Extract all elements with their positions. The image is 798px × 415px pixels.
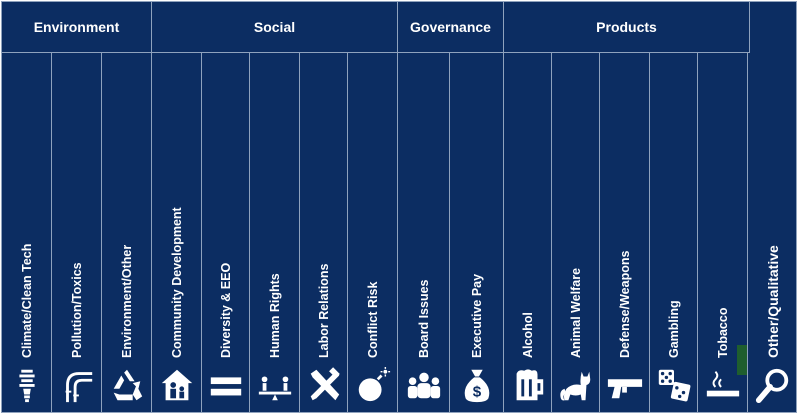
group-products: Products bbox=[504, 2, 750, 53]
column-defense: Defense/Weapons bbox=[600, 53, 650, 412]
column-exec-pay: Executive Pay $ bbox=[450, 53, 504, 412]
column-labor: Labor Relations bbox=[300, 53, 348, 412]
column-gambling: Gambling bbox=[650, 53, 698, 412]
column-label-defense: Defense/Weapons bbox=[617, 250, 632, 358]
column-community: Community Development bbox=[152, 53, 202, 412]
dice-icon bbox=[655, 365, 693, 405]
column-env-other: Environment/Other bbox=[102, 53, 152, 412]
column-label-alcohol: Alcohol bbox=[520, 312, 535, 358]
group-environment-label: Environment bbox=[33, 19, 120, 35]
column-label-community: Community Development bbox=[169, 207, 184, 358]
column-label-human-rights: Human Rights bbox=[267, 273, 282, 358]
column-label-pollution: Pollution/Toxics bbox=[69, 262, 84, 358]
bomb-icon bbox=[354, 365, 392, 405]
column-label-exec-pay: Executive Pay bbox=[469, 273, 484, 358]
magnifier-icon bbox=[754, 365, 792, 405]
column-label-tobacco: Tobacco bbox=[715, 307, 730, 358]
cigarette-icon bbox=[704, 365, 742, 405]
house-family-icon bbox=[158, 365, 196, 405]
column-human-rights: Human Rights bbox=[250, 53, 300, 412]
column-label-animal: Animal Welfare bbox=[568, 267, 583, 358]
column-tobacco: Tobacco bbox=[698, 53, 748, 412]
column-label-env-other: Environment/Other bbox=[119, 244, 134, 358]
column-board: Board Issues bbox=[398, 53, 450, 412]
tools-icon bbox=[305, 365, 343, 405]
group-social-label: Social bbox=[253, 19, 296, 35]
column-label-diversity: Diversity & EEO bbox=[218, 262, 233, 358]
scales-icon bbox=[256, 365, 294, 405]
group-governance: Governance bbox=[398, 2, 504, 53]
group-products-label: Products bbox=[596, 19, 657, 35]
tobacco-marker bbox=[737, 345, 747, 375]
column-diversity: Diversity & EEO bbox=[202, 53, 250, 412]
column-conflict: Conflict Risk bbox=[348, 53, 398, 412]
group-social: Social bbox=[152, 2, 398, 53]
cat-icon bbox=[557, 365, 595, 405]
column-other: Other/Qualitative bbox=[748, 2, 798, 412]
column-label-other: Other/Qualitative bbox=[765, 245, 781, 358]
pistol-icon bbox=[606, 365, 644, 405]
column-label-labor: Labor Relations bbox=[316, 263, 331, 358]
column-label-conflict: Conflict Risk bbox=[365, 281, 380, 358]
column-label-board: Board Issues bbox=[416, 279, 431, 358]
column-alcohol: Alcohol bbox=[504, 53, 552, 412]
svg-text:$: $ bbox=[472, 383, 481, 400]
recycle-icon bbox=[108, 365, 146, 405]
group-environment: Environment bbox=[2, 2, 152, 53]
column-animal: Animal Welfare bbox=[552, 53, 600, 412]
smokestack-icon bbox=[58, 365, 96, 405]
beer-mug-icon bbox=[509, 365, 547, 405]
group-icon bbox=[405, 365, 443, 405]
money-bag-icon: $ bbox=[458, 365, 496, 405]
column-label-gambling: Gambling bbox=[666, 300, 681, 358]
group-governance-label: Governance bbox=[410, 19, 491, 35]
equals-icon bbox=[207, 365, 245, 405]
column-label-climate: Climate/Clean Tech bbox=[19, 243, 34, 358]
column-climate: Climate/Clean Tech bbox=[2, 53, 52, 412]
column-pollution: Pollution/Toxics bbox=[52, 53, 102, 412]
light-bulb-icon bbox=[8, 365, 46, 405]
